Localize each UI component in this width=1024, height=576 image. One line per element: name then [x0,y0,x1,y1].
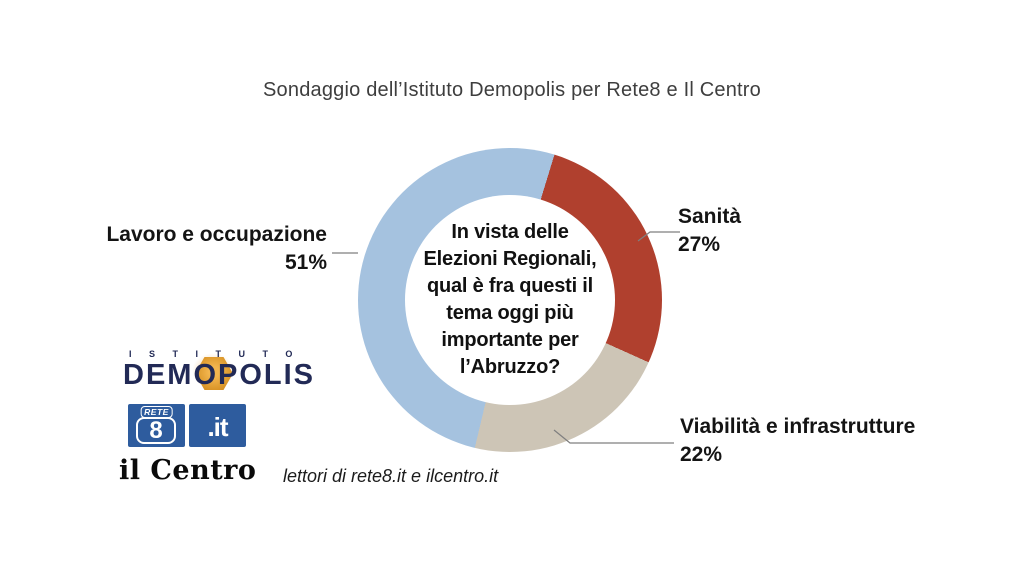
callout-sanita: Sanità 27% [678,203,741,259]
rete8-eight-text: 8 [149,416,163,444]
callout-lavoro: Lavoro e occupazione 51% [106,221,327,277]
rete8-logo: RETE 8 .it [128,404,246,447]
demopolis-istituto-text: ISTITUTO [129,349,310,359]
demopolis-logo: ISTITUTO DEMOPOLIS [123,347,335,395]
donut-chart: In vista delle Elezioni Regionali, qual … [358,148,662,452]
donut-center-question: In vista delle Elezioni Regionali, qual … [423,221,597,378]
callout-sanita-value: 27% [678,233,721,256]
callout-viabilita-value: 22% [680,443,723,466]
callout-viabilita-label: Viabilità e infrastrutture [680,415,916,438]
ilcentro-logo: il Centro [119,455,257,486]
rete8-it-text: .it [207,412,228,442]
callout-sanita-label: Sanità [678,205,742,228]
rete8-badge: RETE 8 [128,404,185,447]
rete8-rete-text: RETE [140,406,173,418]
callout-lavoro-label: Lavoro e occupazione [106,223,327,246]
callout-lavoro-value: 51% [284,251,327,274]
rete8-eight-frame: 8 [136,417,176,444]
rete8-it-badge: .it [189,404,246,447]
donut-center: In vista delle Elezioni Regionali, qual … [405,195,615,405]
chart-title: Sondaggio dell’Istituto Demopolis per Re… [263,79,761,101]
demopolis-wordmark: DEMOPOLIS [123,359,316,391]
sample-footnote: lettori di rete8.it e ilcentro.it [283,466,499,486]
callout-viabilita: Viabilità e infrastrutture 22% [680,413,915,469]
